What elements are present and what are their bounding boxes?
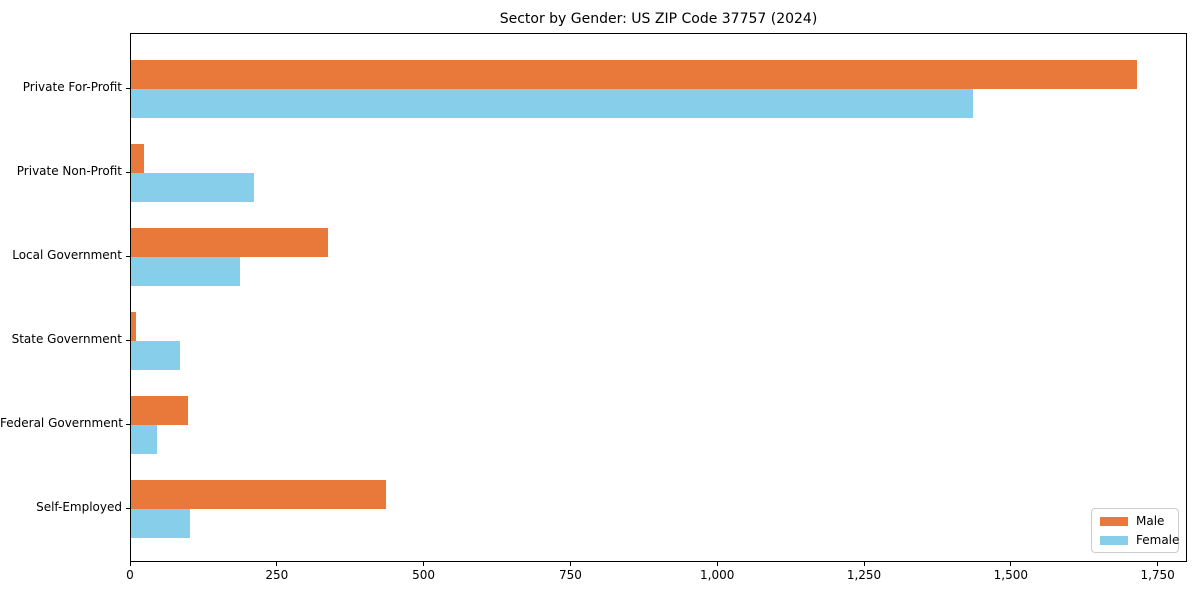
x-axis-tick-label: 750	[558, 568, 582, 582]
y-axis-tick	[126, 507, 130, 509]
y-axis-category-label: Private Non-Profit	[16, 164, 122, 178]
x-axis-tick-label: 1,250	[846, 568, 882, 582]
bar-female-5	[131, 509, 190, 538]
y-axis-category-label: Self-Employed	[36, 500, 122, 514]
legend-label: Male	[1136, 514, 1165, 528]
x-axis-tick-label: 1,750	[1140, 568, 1175, 582]
y-axis-tick	[126, 339, 130, 341]
x-axis-tick	[863, 562, 865, 566]
y-axis-category-label: Federal Government	[0, 416, 123, 430]
y-axis-tick	[126, 423, 130, 425]
y-axis-category-label: Local Government	[12, 248, 122, 262]
x-axis-tick-label: 1,500	[993, 568, 1029, 582]
x-axis-tick-label: 0	[126, 568, 134, 582]
y-axis-tick	[126, 87, 130, 89]
bar-female-3	[131, 341, 180, 370]
bar-female-1	[131, 173, 254, 202]
bar-female-0	[131, 89, 973, 118]
x-axis-tick-label: 250	[265, 568, 289, 582]
x-axis-tick	[276, 562, 278, 566]
legend-swatch-female	[1100, 535, 1128, 545]
bar-male-3	[131, 312, 136, 341]
plot-area	[130, 33, 1187, 562]
bar-female-2	[131, 257, 240, 286]
y-axis-tick	[126, 255, 130, 257]
legend-swatch-male	[1100, 516, 1128, 526]
bar-male-1	[131, 144, 144, 173]
y-axis-category-label: Private For-Profit	[22, 80, 122, 94]
x-axis-tick	[129, 562, 131, 566]
x-axis-tick	[423, 562, 425, 566]
x-axis-tick	[569, 562, 571, 566]
bar-female-4	[131, 425, 157, 454]
legend: Male Female	[1091, 508, 1179, 553]
bar-male-0	[131, 60, 1137, 89]
legend-label: Female	[1136, 533, 1180, 547]
x-axis-tick-label: 1,000	[700, 568, 735, 582]
chart-title: Sector by Gender: US ZIP Code 37757 (202…	[499, 11, 818, 27]
x-axis-tick	[1157, 562, 1159, 566]
bar-male-5	[131, 480, 386, 509]
x-axis-tick	[1010, 562, 1012, 566]
legend-entry-female: Female	[1100, 533, 1179, 547]
bar-male-4	[131, 396, 188, 425]
y-axis-category-label: State Government	[11, 332, 122, 346]
legend-entry-male: Male	[1100, 514, 1170, 528]
x-axis-tick-label: 500	[412, 568, 436, 582]
y-axis-tick	[126, 171, 130, 173]
x-axis-tick	[716, 562, 718, 566]
bar-male-2	[131, 228, 328, 257]
